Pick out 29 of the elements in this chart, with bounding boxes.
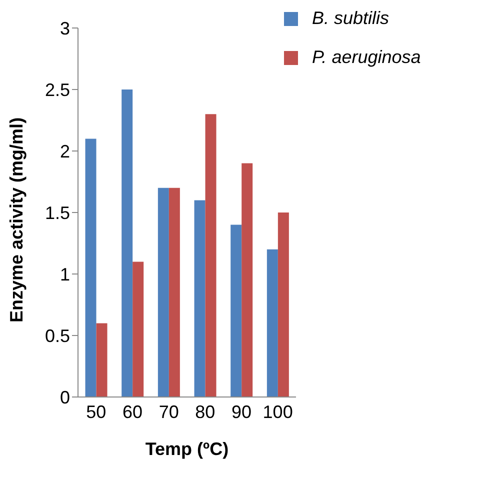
x-tick-label: 90 [231,402,252,422]
x-tick-label: 70 [158,402,179,422]
y-tick-label: 1 [60,264,70,284]
bar [96,323,108,397]
bar [122,90,133,397]
bar [242,163,253,397]
bar [278,212,289,397]
x-tick-label: 80 [195,402,216,422]
bar [194,200,206,397]
x-tick-label: 100 [262,402,293,422]
legend-label: P. aeruginosa [312,47,421,68]
legend-label: B. subtilis [312,8,390,29]
x-tick-label: 60 [122,402,143,422]
bar [168,188,180,397]
bar [266,249,278,397]
y-tick-label: 1.5 [44,202,70,223]
bar [132,262,144,397]
y-tick-label: 2 [60,141,70,162]
x-axis-title: Temp (ºC) [145,439,229,459]
y-tick-label: 2.5 [44,80,70,100]
bar [158,188,169,397]
x-tick-label: 50 [86,402,106,422]
y-tick-label: 0.5 [44,326,70,346]
y-tick-label: 3 [60,18,70,38]
y-axis-title: Enzyme activity (mg/ml) [6,117,26,322]
bar [230,224,242,397]
y-tick-label: 0 [60,387,70,408]
bar [205,114,216,397]
bar [85,138,96,397]
